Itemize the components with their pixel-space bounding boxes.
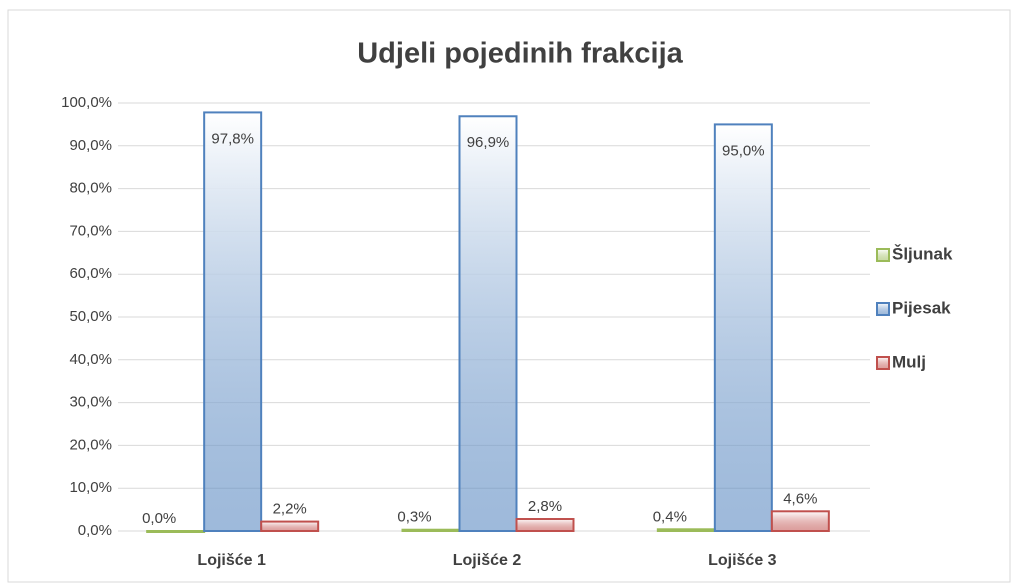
legend-marker — [876, 356, 890, 370]
x-tick-label: Lojišće 2 — [453, 552, 522, 569]
legend-label: Mulj — [892, 352, 926, 371]
y-tick-label: 80,0% — [69, 180, 112, 197]
value-label: 97,8% — [211, 130, 254, 147]
legend-label: Šljunak — [892, 244, 953, 263]
bar — [260, 520, 320, 532]
y-tick-label: 0,0% — [78, 522, 112, 539]
y-tick-label: 30,0% — [69, 394, 112, 411]
bar — [401, 528, 461, 533]
y-tick-label: 70,0% — [69, 222, 112, 239]
value-label: 2,8% — [528, 498, 562, 515]
bar — [656, 528, 716, 533]
value-label: 95,0% — [722, 142, 765, 159]
legend-label: Pijesak — [892, 298, 951, 317]
value-label: 0,3% — [397, 509, 431, 526]
bar — [203, 111, 263, 533]
value-label: 4,6% — [783, 490, 817, 507]
bar — [458, 115, 518, 532]
chart-title: Udjeli pojedinih frakcija — [357, 38, 683, 70]
y-tick-label: 100,0% — [61, 94, 112, 111]
x-tick-label: Lojišće 1 — [197, 552, 266, 569]
legend-marker — [876, 248, 890, 262]
y-tick-label: 60,0% — [69, 265, 112, 282]
value-label: 96,9% — [467, 134, 510, 151]
value-label: 0,4% — [653, 508, 687, 525]
bar — [770, 510, 830, 533]
y-tick-label: 10,0% — [69, 479, 112, 496]
bar — [146, 530, 206, 533]
legend-marker — [876, 302, 890, 316]
y-tick-label: 20,0% — [69, 436, 112, 453]
y-tick-label: 40,0% — [69, 351, 112, 368]
bar — [713, 123, 773, 533]
bar — [515, 518, 575, 532]
x-tick-label: Lojišće 3 — [708, 552, 777, 569]
value-label: 2,2% — [273, 501, 307, 518]
y-tick-label: 50,0% — [69, 308, 112, 325]
value-label: 0,0% — [142, 510, 176, 527]
y-tick-label: 90,0% — [69, 137, 112, 154]
